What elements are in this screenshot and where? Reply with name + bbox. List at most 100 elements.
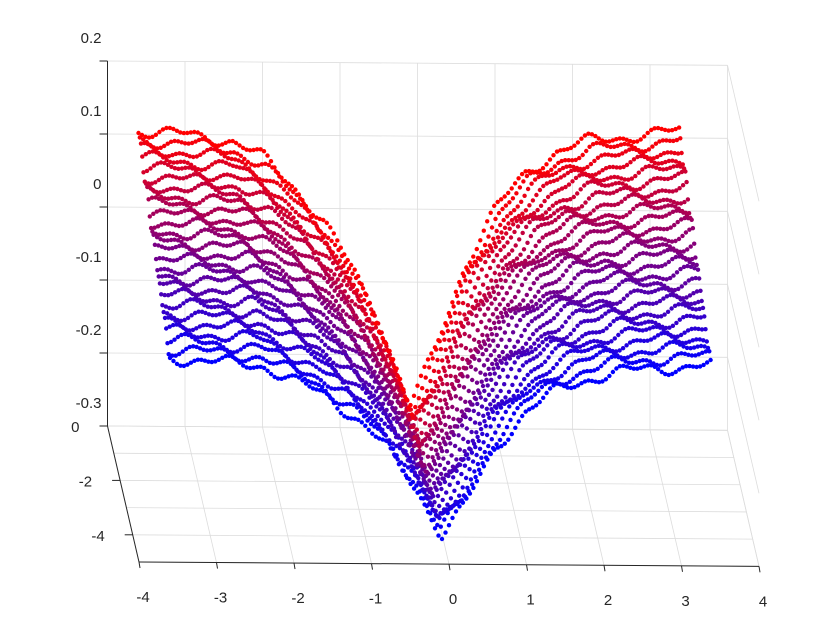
data-point (645, 239, 650, 244)
data-point (460, 413, 466, 419)
data-point (465, 485, 470, 490)
data-point (571, 260, 576, 266)
data-point (345, 364, 350, 369)
data-point (499, 337, 504, 342)
data-point (217, 149, 223, 154)
data-point (556, 248, 562, 253)
data-point (539, 362, 544, 368)
data-point (373, 321, 378, 326)
data-point (144, 168, 150, 174)
data-point (253, 235, 258, 240)
data-point (184, 152, 189, 158)
data-point (274, 243, 279, 248)
data-point (333, 280, 338, 285)
data-point (647, 326, 652, 331)
data-point (153, 180, 158, 185)
data-point (401, 402, 407, 407)
data-point (231, 191, 236, 197)
data-point (593, 269, 598, 274)
data-point (214, 193, 220, 199)
data-point (250, 288, 255, 293)
data-point (650, 144, 655, 149)
data-point (348, 328, 354, 334)
data-point (266, 325, 271, 331)
data-point (364, 387, 370, 392)
data-point (433, 379, 438, 385)
data-point (445, 405, 450, 411)
data-point (675, 351, 681, 357)
data-point (686, 305, 692, 310)
data-point (271, 179, 276, 184)
data-point (565, 385, 570, 390)
data-point (644, 181, 650, 186)
data-point (692, 241, 697, 246)
data-point (139, 132, 145, 138)
data-point (642, 364, 647, 369)
data-point (314, 387, 319, 392)
data-point (497, 326, 503, 331)
data-point (351, 362, 357, 368)
data-point (600, 379, 605, 384)
data-point (444, 490, 449, 495)
data-point (609, 339, 614, 344)
data-point (519, 171, 525, 177)
data-point (625, 142, 631, 147)
data-point (474, 430, 479, 435)
data-point (501, 319, 506, 324)
data-point (541, 347, 546, 352)
data-point (465, 357, 470, 363)
data-point (582, 133, 588, 138)
data-point (183, 221, 189, 227)
data-point (257, 355, 262, 360)
data-point (235, 274, 240, 279)
data-point (638, 313, 643, 319)
data-point (495, 445, 500, 450)
data-point (389, 400, 395, 405)
data-point (178, 159, 183, 164)
data-point (206, 221, 212, 226)
data-point (689, 326, 694, 332)
data-point (581, 234, 586, 239)
data-point (224, 243, 230, 248)
data-point (467, 279, 473, 284)
data-point (591, 308, 596, 313)
data-point (429, 402, 435, 407)
data-point (641, 184, 646, 189)
data-point (427, 436, 433, 442)
data-point (174, 175, 179, 180)
data-point (232, 256, 238, 261)
data-point (573, 340, 578, 345)
data-point (618, 187, 623, 192)
data-point (637, 233, 642, 238)
data-point (228, 173, 233, 178)
data-point (468, 364, 474, 369)
data-point (484, 273, 489, 279)
data-point (540, 235, 545, 240)
data-point (368, 405, 373, 410)
data-point (189, 188, 194, 193)
data-point (298, 237, 303, 242)
data-point (185, 362, 190, 367)
data-point (325, 266, 330, 271)
data-point (532, 177, 538, 182)
data-point (525, 214, 530, 219)
data-point (692, 326, 698, 331)
data-point (597, 350, 603, 355)
data-point (173, 223, 178, 228)
data-point (233, 185, 238, 190)
x-tick-mark (681, 565, 683, 572)
data-point (263, 260, 268, 265)
data-point (622, 177, 627, 182)
data-point (180, 324, 185, 330)
data-point (499, 285, 505, 290)
data-point (146, 197, 151, 202)
data-point (505, 353, 510, 358)
data-point (638, 238, 643, 243)
data-point (627, 316, 632, 322)
data-point (708, 357, 713, 363)
data-point (325, 384, 331, 389)
data-point (328, 268, 334, 273)
data-point (552, 294, 558, 299)
data-point (432, 421, 437, 426)
data-point (617, 364, 623, 369)
